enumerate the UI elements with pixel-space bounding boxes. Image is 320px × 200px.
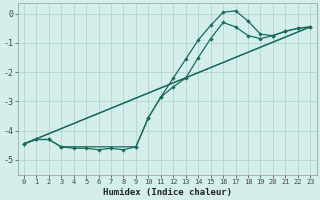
X-axis label: Humidex (Indice chaleur): Humidex (Indice chaleur) (103, 188, 232, 197)
